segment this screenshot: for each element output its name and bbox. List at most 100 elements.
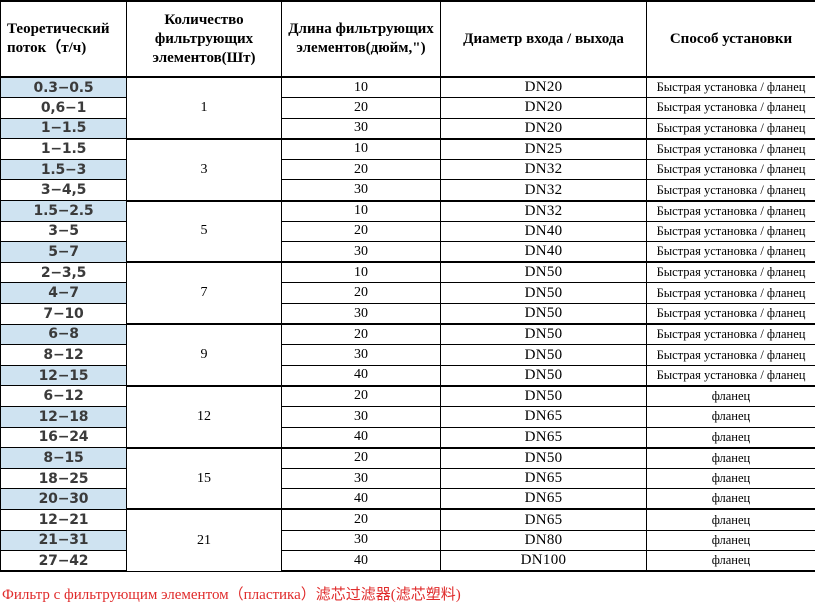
table-row: 20−30 40 DN65 фланец	[0, 488, 815, 511]
cell-length: 20	[281, 323, 441, 346]
filter-spec-table: Теоретический поток（т/ч) Количество филь…	[0, 0, 815, 573]
cell-length: 30	[281, 179, 441, 202]
figure-caption: Фильтр с фильтрующим элементом（пластика）…	[2, 587, 461, 603]
table-row: 7−10 30 DN50 Быстрая установка / фланец	[0, 303, 815, 326]
cell-installation: Быстрая установка / фланец	[646, 241, 815, 264]
cell-flow: 8−15	[0, 447, 127, 469]
cell-installation: Быстрая установка / фланец	[646, 220, 815, 243]
cell-count: 15	[126, 446, 282, 510]
table-row: 3−5 20 DN40 Быстрая установка / фланец	[0, 220, 815, 243]
column-header-diameter: Диаметр входа / выхода	[440, 0, 647, 78]
cell-diameter: DN65	[440, 508, 647, 531]
cell-installation: фланец	[646, 406, 815, 428]
cell-installation: Быстрая установка / фланец	[646, 137, 815, 160]
cell-length: 20	[281, 446, 441, 469]
table-row: 5−7 30 DN40 Быстрая установка / фланец	[0, 241, 815, 264]
cell-length: 30	[281, 406, 441, 428]
cell-installation: фланец	[646, 508, 815, 531]
cell-length: 20	[281, 282, 441, 305]
table-row: 12−15 40 DN50 Быстрая установка / фланец	[0, 364, 815, 387]
table-row: 8−12 30 DN50 Быстрая установка / фланец	[0, 344, 815, 366]
cell-diameter: DN50	[440, 344, 647, 366]
cell-flow: 3−5	[0, 220, 127, 243]
cell-installation: Быстрая установка / фланец	[646, 364, 815, 387]
cell-installation: фланец	[646, 467, 815, 490]
column-header-length: Длина фильтрующих элементов(дюйм,")	[281, 0, 441, 78]
table-row: 27−42 40 DN100 фланец	[0, 550, 815, 573]
cell-flow: 5−7	[0, 241, 127, 263]
table-row: 16−24 40 DN65 фланец	[0, 426, 815, 449]
cell-length: 20	[281, 384, 441, 407]
cell-flow: 0.3−0.5	[0, 76, 127, 99]
cell-flow: 16−24	[0, 426, 127, 449]
cell-length: 20	[281, 97, 441, 119]
table-row: 12−18 30 DN65 фланец	[0, 406, 815, 428]
cell-diameter: DN65	[440, 406, 647, 428]
table-row: 0,6−1 20 DN20 Быстрая установка / фланец	[0, 97, 815, 119]
column-header-flow: Теоретический поток（т/ч)	[0, 0, 127, 78]
cell-length: 40	[281, 488, 441, 511]
cell-diameter: DN25	[440, 137, 647, 160]
table-row: 18−25 30 DN65 фланец	[0, 467, 815, 490]
cell-installation: фланец	[646, 529, 815, 552]
cell-diameter: DN65	[440, 488, 647, 511]
cell-diameter: DN80	[440, 529, 647, 552]
cell-flow: 3−4,5	[0, 179, 127, 202]
cell-count: 12	[126, 384, 282, 449]
cell-flow: 6−8	[0, 323, 127, 346]
cell-diameter: DN32	[440, 179, 647, 202]
cell-installation: фланец	[646, 426, 815, 449]
cell-flow: 12−18	[0, 406, 127, 428]
cell-flow: 8−12	[0, 344, 127, 366]
cell-diameter: DN100	[440, 550, 647, 573]
cell-diameter: DN40	[440, 241, 647, 264]
cell-length: 30	[281, 344, 441, 366]
cell-length: 10	[281, 76, 441, 99]
table-body: 0.3−0.5 1 10 DN20 Быстрая установка / фланец…	[0, 76, 815, 573]
cell-flow: 21−31	[0, 529, 127, 552]
cell-diameter: DN50	[440, 446, 647, 469]
cell-installation: фланец	[646, 550, 815, 573]
cell-length: 30	[281, 241, 441, 264]
cell-length: 10	[281, 199, 441, 222]
cell-installation: Быстрая установка / фланец	[646, 97, 815, 119]
cell-length: 30	[281, 529, 441, 552]
cell-diameter: DN50	[440, 323, 647, 346]
cell-flow: 1−1.5	[0, 117, 127, 140]
cell-installation: Быстрая установка / фланец	[646, 261, 815, 284]
cell-installation: Быстрая установка / фланец	[646, 158, 815, 181]
cell-length: 20	[281, 158, 441, 181]
cell-installation: Быстрая установка / фланец	[646, 117, 815, 140]
cell-diameter: DN50	[440, 384, 647, 407]
table-row: 1.5−2.5 5 10 DN32 Быстрая установка / фланец	[0, 199, 815, 263]
cell-flow: 6−12	[0, 385, 127, 407]
table-row: 3−4,5 30 DN32 Быстрая установка / фланец	[0, 179, 815, 202]
cell-diameter: DN50	[440, 303, 647, 326]
cell-length: 40	[281, 426, 441, 449]
table-header: Теоретический поток（т/ч) Количество филь…	[0, 0, 815, 78]
cell-count: 5	[126, 199, 282, 263]
cell-flow: 1.5−2.5	[0, 200, 127, 222]
cell-count: 21	[126, 508, 282, 572]
cell-flow: 1.5−3	[0, 158, 127, 181]
cell-flow: 12−15	[0, 364, 127, 387]
table-row: 1.5−3 20 DN32 Быстрая установка / фланец	[0, 158, 815, 181]
table-row: 8−15 15 20 DN50 фланец	[0, 446, 815, 510]
table-row: 0.3−0.5 1 10 DN20 Быстрая установка / фланец	[0, 76, 815, 140]
cell-installation: Быстрая установка / фланец	[646, 282, 815, 305]
cell-installation: Быстрая установка / фланец	[646, 199, 815, 222]
column-header-count: Количество фильтрующих элементов(Шт)	[126, 0, 282, 78]
cell-flow: 7−10	[0, 303, 127, 325]
cell-length: 40	[281, 364, 441, 387]
cell-diameter: DN50	[440, 261, 647, 284]
cell-installation: Быстрая установка / фланец	[646, 179, 815, 202]
cell-installation: фланец	[646, 384, 815, 407]
cell-count: 1	[126, 76, 282, 140]
cell-diameter: DN65	[440, 467, 647, 490]
cell-flow: 0,6−1	[0, 97, 127, 119]
cell-length: 30	[281, 117, 441, 140]
cell-installation: Быстрая установка / фланец	[646, 303, 815, 326]
cell-diameter: DN32	[440, 158, 647, 181]
cell-flow: 4−7	[0, 282, 127, 305]
cell-flow: 27−42	[0, 550, 127, 573]
